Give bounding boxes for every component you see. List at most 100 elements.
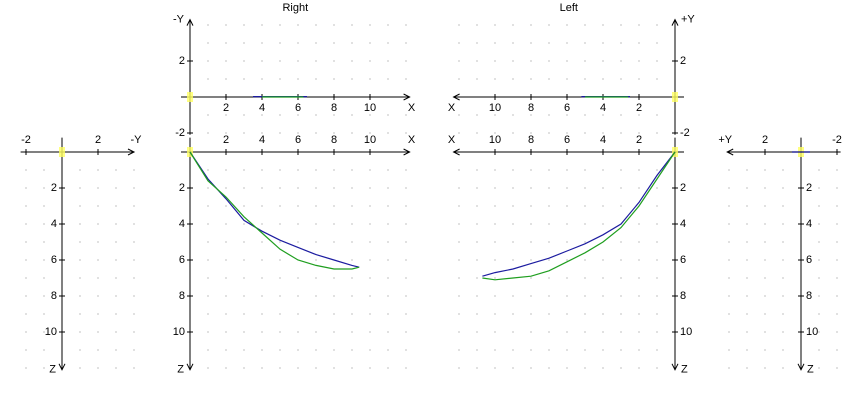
grid-dot xyxy=(566,187,568,189)
grid-dot xyxy=(620,187,622,189)
grid-dot xyxy=(97,241,99,243)
grid-dot xyxy=(746,241,748,243)
y-axis-label: Z xyxy=(681,364,688,376)
grid-dot xyxy=(818,367,820,369)
grid-dot xyxy=(279,42,281,44)
grid-dot xyxy=(297,205,299,207)
grid-dot xyxy=(279,132,281,134)
grid-dot xyxy=(387,367,389,369)
grid-dot xyxy=(476,223,478,225)
grid-dot xyxy=(764,259,766,261)
grid-dot xyxy=(836,223,838,225)
x-axis-label: X xyxy=(448,134,456,146)
grid-dot xyxy=(207,187,209,189)
grid-dot xyxy=(836,169,838,171)
grid-dot xyxy=(387,42,389,44)
grid-dot xyxy=(97,367,99,369)
grid-dot xyxy=(97,331,99,333)
grid-dot xyxy=(333,42,335,44)
grid-dot xyxy=(746,205,748,207)
grid-dot xyxy=(405,132,407,134)
grid-dot xyxy=(333,205,335,207)
grid-dot xyxy=(494,114,496,116)
grid-dot xyxy=(297,277,299,279)
grid-dot xyxy=(566,367,568,369)
grid-dot xyxy=(620,169,622,171)
grid-dot xyxy=(818,205,820,207)
grid-dot xyxy=(476,295,478,297)
grid-dot xyxy=(530,132,532,134)
grid-dot xyxy=(261,223,263,225)
grid-dot xyxy=(333,313,335,315)
y-arrow xyxy=(671,363,679,371)
grid-dot xyxy=(97,205,99,207)
grid-dot xyxy=(620,114,622,116)
grid-dot xyxy=(494,24,496,26)
grid-dot xyxy=(764,223,766,225)
y-tick-label: 4 xyxy=(51,218,57,230)
grid-dot xyxy=(333,187,335,189)
grid-dot xyxy=(261,187,263,189)
grid-dot xyxy=(458,187,460,189)
grid-dot xyxy=(369,241,371,243)
grid-dot xyxy=(458,78,460,80)
grid-dot xyxy=(351,349,353,351)
grid-dot xyxy=(638,331,640,333)
grid-dot xyxy=(620,367,622,369)
grid-dot xyxy=(115,331,117,333)
grid-dot xyxy=(79,349,81,351)
y-arrow xyxy=(186,18,194,26)
grid-dot xyxy=(566,24,568,26)
grid-dot xyxy=(548,114,550,116)
grid-dot xyxy=(620,24,622,26)
grid-dot xyxy=(225,132,227,134)
grid-dot xyxy=(333,60,335,62)
grid-dot xyxy=(225,313,227,315)
grid-dot xyxy=(548,24,550,26)
y-tick-label: 2 xyxy=(806,182,812,194)
y-tick-label: 2 xyxy=(179,182,185,194)
grid-dot xyxy=(43,331,45,333)
y-tick-label: 10 xyxy=(806,326,818,338)
grid-dot xyxy=(207,313,209,315)
grid-dot xyxy=(315,223,317,225)
y-axis-label: Z xyxy=(49,364,56,376)
grid-dot xyxy=(261,132,263,134)
grid-dot xyxy=(764,349,766,351)
grid-dot xyxy=(405,114,407,116)
grid-dot xyxy=(548,313,550,315)
x-tick-label: 10 xyxy=(489,134,501,146)
x-tick-label: 10 xyxy=(364,102,376,114)
grid-dot xyxy=(620,132,622,134)
grid-dot xyxy=(405,313,407,315)
x-tick-label: 2 xyxy=(95,134,101,146)
x-tick-label: -2 xyxy=(21,134,31,146)
grid-dot xyxy=(25,295,27,297)
grid-dot xyxy=(656,277,658,279)
grid-dot xyxy=(584,132,586,134)
grid-dot xyxy=(97,277,99,279)
grid-dot xyxy=(207,277,209,279)
grid-dot xyxy=(207,295,209,297)
grid-dot xyxy=(25,331,27,333)
grid-dot xyxy=(530,78,532,80)
grid-dot xyxy=(351,259,353,261)
x-axis-label: +Y xyxy=(718,134,732,146)
grid-dot xyxy=(297,24,299,26)
grid-dot xyxy=(494,241,496,243)
grid-dot xyxy=(115,295,117,297)
grid-dot xyxy=(746,259,748,261)
grid-dot xyxy=(548,295,550,297)
grid-dot xyxy=(351,277,353,279)
panel-title: Left xyxy=(560,2,578,14)
y-tick-label: 8 xyxy=(806,290,812,302)
grid-dot xyxy=(207,78,209,80)
x-tick-label: 8 xyxy=(528,134,534,146)
grid-dot xyxy=(746,367,748,369)
x-tick-label: 4 xyxy=(600,134,606,146)
grid-dot xyxy=(351,241,353,243)
y-axis-label: +Y xyxy=(681,14,695,26)
grid-dot xyxy=(602,24,604,26)
